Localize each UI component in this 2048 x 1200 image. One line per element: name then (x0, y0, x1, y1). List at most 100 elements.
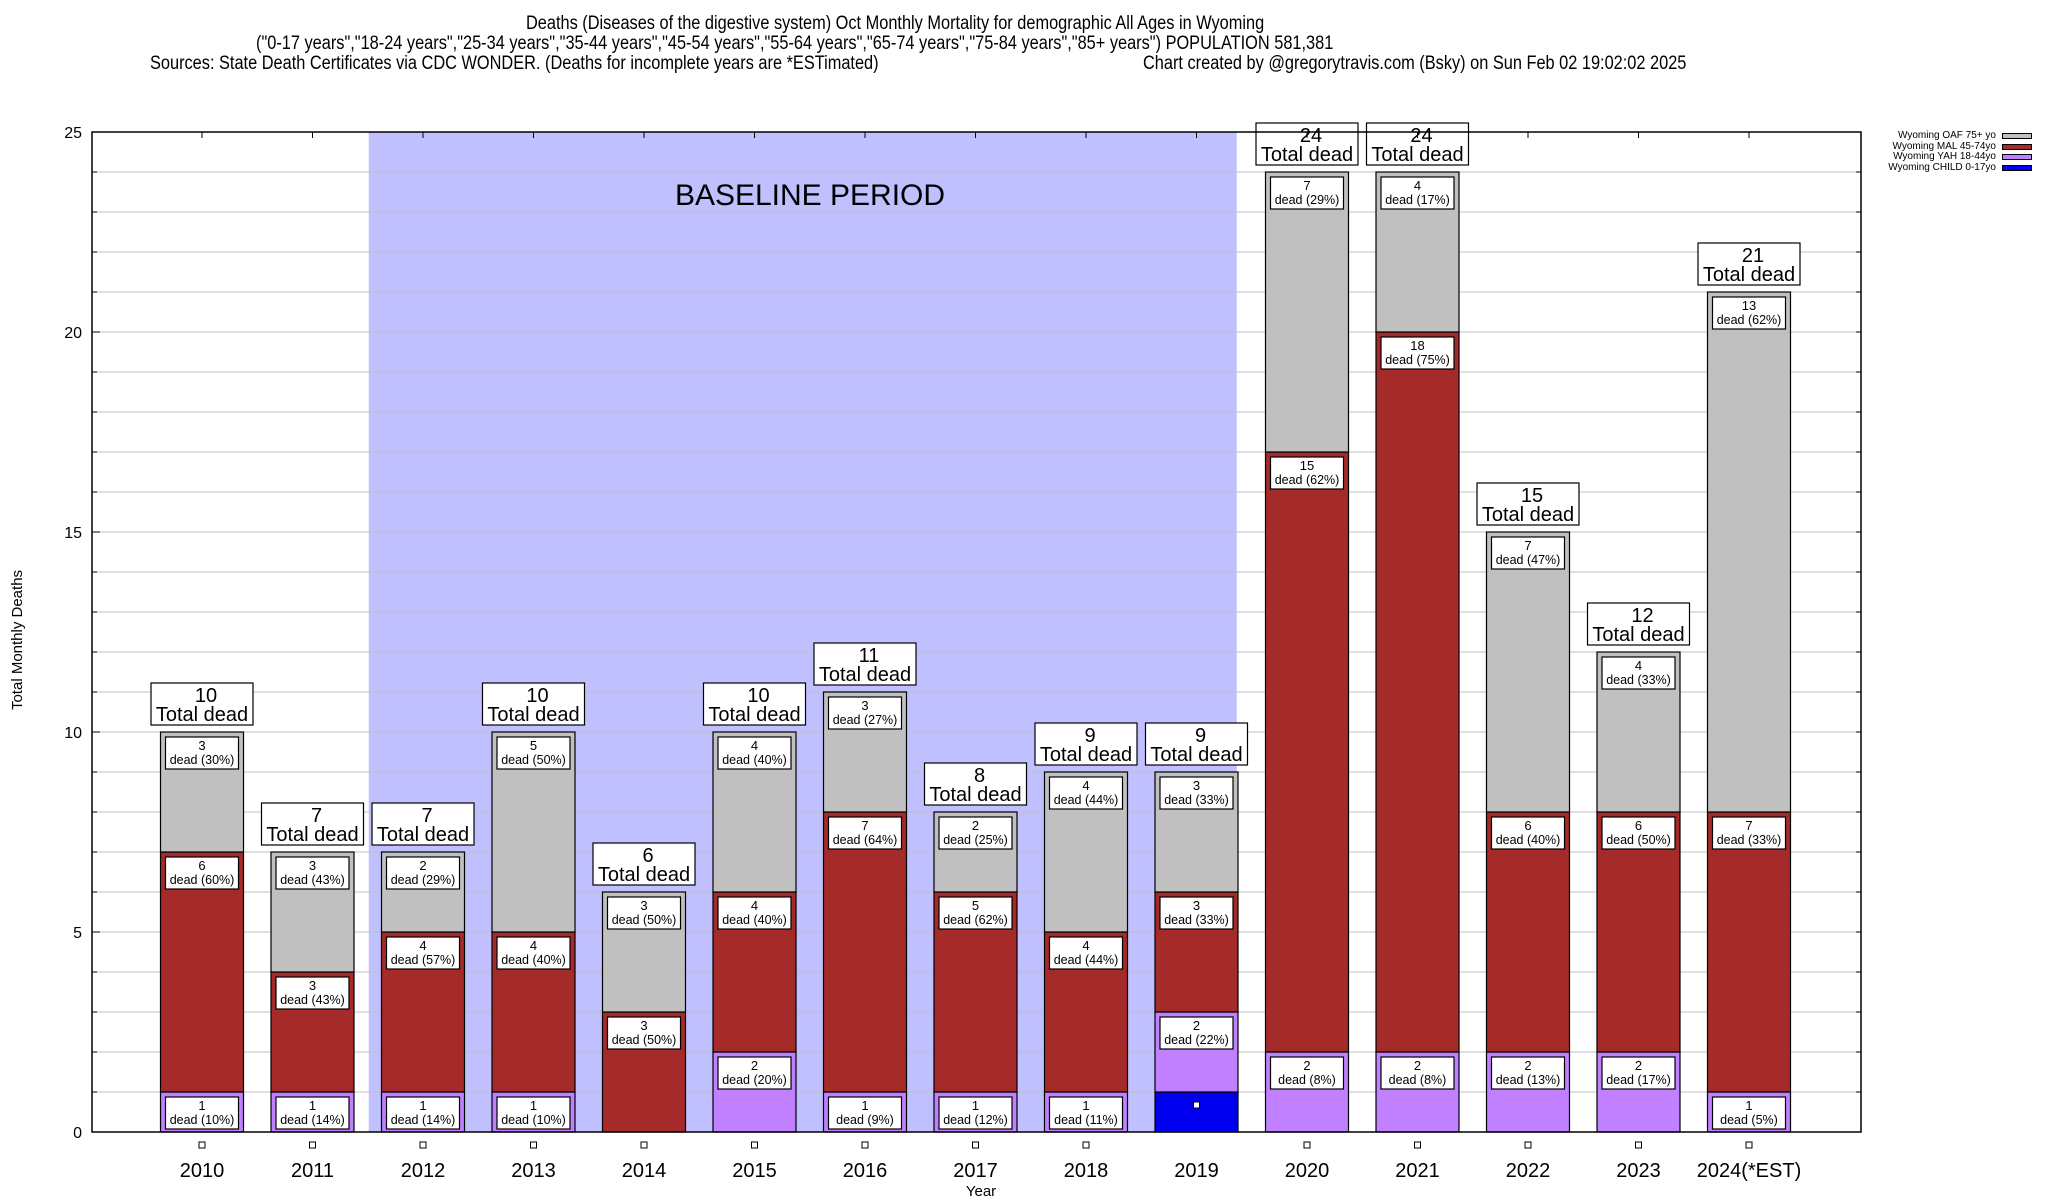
total-suffix-label: Total dead (1482, 504, 1574, 526)
segment-value-label: 4 (1414, 178, 1421, 193)
legend-label: Wyoming OAF 75+ yo (1897, 130, 1996, 141)
x-tick-marker (972, 1141, 979, 1149)
bar-segment (822, 811, 908, 1093)
segment-value-label: 7 (1745, 818, 1752, 833)
segment-label-box (1711, 816, 1787, 850)
segment-label-box (385, 1096, 461, 1130)
x-tick-label: 2017 (953, 1160, 998, 1182)
segment-percent-label: dead (47%) (1496, 553, 1561, 567)
total-label-box (1586, 602, 1691, 646)
total-label-box (1255, 122, 1359, 166)
segment-percent-label: dead (33%) (1164, 913, 1229, 927)
segment-percent-label: dead (22%) (1164, 1033, 1229, 1047)
segment-label-box (1159, 1016, 1234, 1050)
x-tick-label: 2014 (622, 1160, 667, 1182)
segment-percent-label: dead (60%) (170, 873, 235, 887)
total-value-label: 24 (1410, 125, 1432, 147)
segment-percent-label: dead (9%) (836, 1113, 894, 1127)
x-tick-marker (861, 1141, 869, 1149)
legend-item-oaf: Wyoming OAF 75+ yo (1880, 130, 2032, 142)
total-value-label: 12 (1631, 605, 1653, 627)
legend-swatch (2002, 164, 2032, 171)
segment-value-label: 1 (1082, 1098, 1089, 1113)
segment-percent-label: dead (5%) (1720, 1113, 1778, 1127)
segment-value-label: 4 (530, 938, 537, 953)
segment-percent-label: dead (50%) (612, 1033, 677, 1047)
baseline-period-label: BASELINE PERIOD (675, 179, 945, 212)
segment-percent-label: dead (50%) (501, 753, 566, 767)
segment-label-box (164, 1096, 240, 1130)
total-label-box (813, 642, 917, 686)
x-tick-label: 2024(*EST) (1697, 1160, 1802, 1182)
x-tick-marker (309, 1141, 316, 1149)
segment-value-label: 4 (1082, 938, 1089, 953)
segment-label-box (1490, 536, 1566, 570)
legend-swatch (2002, 133, 2032, 140)
total-value-label: 10 (747, 685, 769, 707)
total-suffix-label: Total dead (377, 824, 469, 846)
y-tick-label: 15 (64, 525, 82, 542)
segment-value-label: 6 (1524, 818, 1531, 833)
bar-segment (1706, 811, 1792, 1093)
total-suffix-label: Total dead (819, 664, 911, 686)
x-tick-marker (640, 1141, 648, 1149)
segment-percent-label: dead (33%) (1606, 673, 1671, 687)
segment-percent-label: dead (8%) (1278, 1073, 1336, 1087)
segment-label-box (385, 936, 461, 970)
total-label-box (1034, 722, 1138, 766)
total-value-label: 10 (526, 685, 548, 707)
segment-label-box (1601, 1056, 1676, 1090)
segment-label-box (1490, 1056, 1566, 1090)
legend-label: Wyoming CHILD 0-17yo (1888, 161, 1996, 173)
segment-label-box (275, 1096, 350, 1130)
segment-label-box (1601, 816, 1676, 850)
x-tick-label: 2015 (732, 1160, 777, 1182)
segment-label-box (938, 816, 1013, 850)
segment-percent-label: dead (25%) (943, 833, 1008, 847)
legend-label: Wyoming YAH 18-44yo (1893, 151, 1996, 162)
plot-frame (91, 131, 1862, 1133)
segment-value-label: 1 (198, 1098, 205, 1113)
segment-percent-label: dead (44%) (1054, 953, 1119, 967)
segment-value-label: 1 (1745, 1098, 1752, 1113)
segment-value-label: 3 (309, 978, 316, 993)
total-suffix-label: Total dead (487, 704, 579, 726)
x-tick-marker (1414, 1141, 1421, 1149)
segment-label-box (496, 936, 571, 970)
segment-label-box (827, 816, 903, 850)
segment-percent-label: dead (50%) (612, 913, 677, 927)
segment-value-label: 3 (640, 1018, 647, 1033)
x-tick-marker (1524, 1141, 1532, 1149)
segment-percent-label: dead (64%) (833, 833, 898, 847)
x-axis-title: Year (966, 1183, 996, 1200)
total-suffix-label: Total dead (156, 704, 248, 726)
bar-segment (1485, 811, 1571, 1053)
segment-value-label: 3 (640, 898, 647, 913)
total-value-label: 21 (1742, 245, 1764, 267)
total-suffix-label: Total dead (1040, 744, 1132, 766)
segment-percent-label: dead (14%) (391, 1113, 456, 1127)
segment-percent-label: dead (62%) (943, 913, 1008, 927)
total-value-label: 9 (1084, 725, 1095, 747)
y-tick-label: 25 (64, 125, 82, 142)
total-label-box (923, 762, 1028, 806)
total-suffix-label: Total dead (929, 784, 1021, 806)
y-axis-title: Total Monthly Deaths (9, 570, 26, 710)
segment-label-box (1048, 936, 1124, 970)
bar-segment (1706, 291, 1792, 813)
total-suffix-label: Total dead (598, 864, 690, 886)
segment-label-box (1380, 1056, 1455, 1090)
segment-percent-label: dead (10%) (170, 1113, 235, 1127)
segment-label-box (1601, 656, 1676, 690)
total-value-label: 9 (1195, 725, 1206, 747)
segment-value-label: 18 (1410, 338, 1424, 353)
segment-value-label: 3 (198, 738, 205, 753)
